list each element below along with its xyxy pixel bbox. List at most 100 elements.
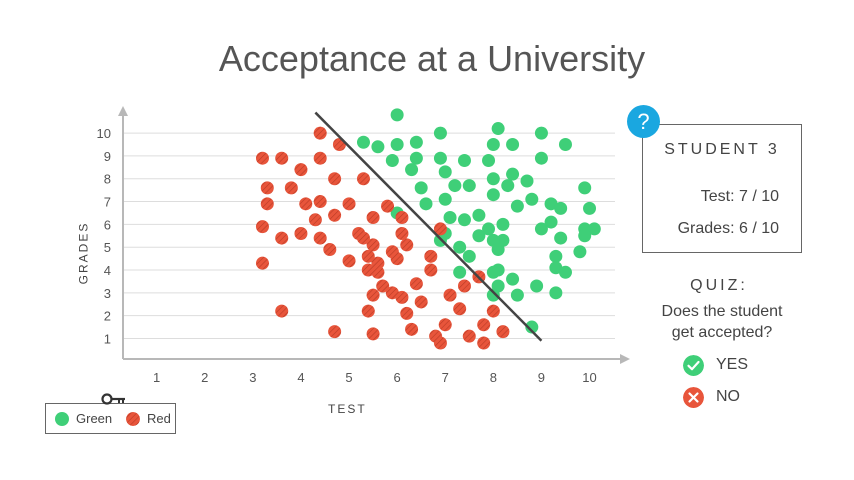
green-point <box>554 201 568 215</box>
red-point <box>496 325 510 339</box>
red-point <box>275 231 289 245</box>
red-point <box>275 151 289 165</box>
green-point <box>578 181 592 195</box>
red-point <box>371 265 385 279</box>
red-point <box>395 211 409 225</box>
y-tick-label: 6 <box>104 217 111 232</box>
green-point <box>486 172 500 186</box>
y-tick-label: 9 <box>104 149 111 164</box>
green-point <box>457 213 471 227</box>
x-tick-label: 5 <box>345 370 352 385</box>
green-point <box>534 222 548 236</box>
x-tick-label: 10 <box>582 370 596 385</box>
green-point <box>462 179 476 193</box>
green-point <box>534 151 548 165</box>
green-point <box>438 165 452 179</box>
red-point <box>405 322 419 336</box>
green-point <box>390 138 404 152</box>
green-point <box>486 138 500 152</box>
green-point <box>457 153 471 167</box>
quiz-title: QUIZ: <box>690 277 748 294</box>
green-point <box>453 240 467 254</box>
red-point <box>433 222 447 236</box>
green-point <box>453 265 467 279</box>
x-tick-label: 3 <box>249 370 256 385</box>
green-point <box>462 249 476 263</box>
y-tick-label: 2 <box>104 309 111 324</box>
boundary-line <box>314 111 543 342</box>
red-point <box>395 227 409 240</box>
red-point <box>255 256 269 270</box>
x-tick-label: 4 <box>297 370 304 385</box>
red-point <box>366 211 380 225</box>
green-point <box>443 211 457 225</box>
green-point <box>573 245 587 259</box>
green-point <box>496 217 510 231</box>
green-point <box>520 174 534 188</box>
red-point <box>313 126 327 140</box>
y-axis-arrow <box>118 106 128 116</box>
green-point <box>530 279 544 293</box>
student-heading: STUDENT 3 <box>664 141 780 158</box>
green-point <box>385 153 399 167</box>
green-point <box>554 231 568 245</box>
red-point <box>453 302 467 316</box>
red-point <box>328 325 342 339</box>
red-point <box>390 252 404 266</box>
quiz-question: Does the student get accepted? <box>642 301 802 343</box>
red-point <box>381 199 395 213</box>
green-point <box>544 215 558 229</box>
green-point <box>501 179 515 193</box>
green-point <box>472 229 486 243</box>
green-point <box>482 222 496 236</box>
green-point <box>558 265 572 279</box>
red-point <box>366 327 380 341</box>
green-point <box>549 249 563 263</box>
answer-yes-label: YES <box>716 356 749 373</box>
page-title: Acceptance at a University <box>218 38 646 79</box>
red-point <box>424 263 438 277</box>
x-tick-label: 9 <box>538 370 545 385</box>
student-card: STUDENT 3 Test: 7 / 10 Grades: 6 / 10 <box>642 124 802 253</box>
green-point <box>419 197 433 211</box>
answer-yes-option[interactable]: YES <box>683 355 803 377</box>
data-points <box>255 108 601 350</box>
red-point <box>260 197 274 211</box>
answer-no-option[interactable]: NO <box>683 387 803 409</box>
green-point <box>558 138 572 152</box>
green-point <box>506 167 520 181</box>
quiz-question-line-2: get accepted? <box>671 324 773 341</box>
x-tick-label: 7 <box>442 370 449 385</box>
green-point <box>486 288 500 302</box>
green-point <box>371 140 385 154</box>
red-point <box>361 249 375 263</box>
legend-green-label: Green <box>76 411 113 426</box>
x-tick-label: 6 <box>394 370 401 385</box>
red-point <box>328 172 342 186</box>
green-point <box>486 188 500 202</box>
red-point <box>400 306 414 320</box>
green-point <box>525 192 539 206</box>
key-icon <box>101 393 125 405</box>
green-point <box>506 138 520 152</box>
red-point <box>477 336 491 350</box>
red-point <box>275 304 289 318</box>
red-point <box>342 254 356 268</box>
green-point <box>409 135 423 149</box>
green-point <box>544 197 558 211</box>
x-tick-label: 8 <box>490 370 497 385</box>
y-tick-label: 3 <box>104 286 111 301</box>
red-point <box>366 238 380 252</box>
red-point <box>424 249 438 263</box>
green-point <box>356 135 370 149</box>
y-tick-label: 5 <box>104 240 111 255</box>
student-test-score: Test: 7 / 10 <box>700 188 779 205</box>
green-point <box>390 108 404 122</box>
y-tick-label: 1 <box>104 331 111 346</box>
legend-red-swatch <box>126 412 140 426</box>
green-point <box>549 286 563 300</box>
red-point <box>308 213 322 227</box>
red-point <box>294 163 308 177</box>
red-point <box>328 208 342 222</box>
